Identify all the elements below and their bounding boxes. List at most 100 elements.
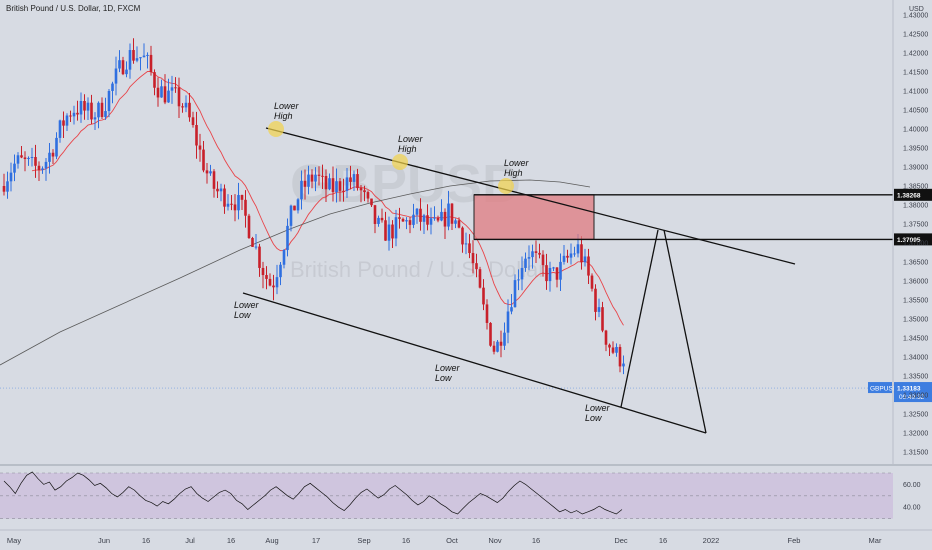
candle-body [72,112,76,117]
candle-body [30,157,34,159]
swing-point-label: Lower [504,158,530,168]
supply-zone-box[interactable] [473,194,595,240]
candle-body [58,120,62,138]
candle-body [594,288,597,312]
candle-body [300,180,303,200]
swing-point-label: Lower [274,101,300,111]
price-tick-label: 1.31500 [903,450,928,457]
candle-body [65,115,69,126]
swing-point-marker [268,121,284,137]
level-price-tag[interactable] [894,188,932,201]
swing-point-label: Low [234,310,251,320]
candle-body [569,253,573,258]
candle-body [517,279,520,281]
candle-body [177,87,181,107]
candle-body [79,100,83,115]
candle-body [226,203,230,207]
time-axis[interactable]: May Jun 16 Jul 16 Aug 17 Sep 16 Oct Nov 16 Dec 16 2022… [0,529,932,545]
upper-channel-line[interactable] [265,127,796,265]
candle-body [258,246,261,268]
candle-body [6,181,9,192]
time-tick-label: Aug [265,536,278,545]
candle-body [611,347,615,353]
lower-channel-line[interactable] [242,292,707,434]
candle-body [587,256,590,276]
time-tick-label: 17 [312,536,320,545]
time-tick-label: Jun [98,536,110,545]
candle-body [198,145,202,150]
last-price-tag[interactable] [894,382,932,403]
level-price-tag[interactable] [894,233,932,246]
rsi-line [3,471,623,515]
candle-body [219,188,223,192]
annotations: LowerHighLowerHighLowerHighLowerLowLower… [234,101,611,423]
candle-body [615,346,618,353]
time-tick-label: 16 [532,536,540,545]
candle-body [503,332,506,346]
candle-body [275,277,279,288]
time-tick-label: 16 [402,536,410,545]
symbol-tag[interactable] [868,382,892,394]
candle-body [356,174,359,189]
candle-body [184,102,188,108]
moving-averages [0,71,624,366]
candle-body [475,263,478,270]
bar-countdown-label: 09:49:32 [899,394,925,401]
price-tick-label: 1.34000 [903,355,928,362]
candle-body [415,208,419,215]
level-price-label: 1.37095 [897,237,921,244]
time-tick-label: 2022 [703,536,720,545]
rsi-panel[interactable]: 60.00 40.00 [0,464,932,519]
candle-body [541,254,545,266]
price-tick-label: 1.34500 [903,336,928,343]
candle-body [324,175,328,190]
candle-body [506,311,510,333]
candle-body [268,278,272,286]
candle-body [303,180,307,187]
swing-point-label: Lower [398,134,424,144]
candle-body [440,211,443,221]
candle-body [377,217,380,224]
swing-point-label: High [274,111,293,121]
projection-up-leg[interactable] [620,229,659,408]
candle-body [429,218,433,225]
candle-body [307,174,310,187]
candle-body [279,264,282,278]
candle-body [590,275,594,289]
candle-body [205,170,209,174]
swing-point-label: Lower [585,403,611,413]
swing-point-label: Lower [234,300,260,310]
candle-body [314,174,317,182]
price-tick-label: 1.42000 [903,51,928,58]
candle-body [562,255,566,262]
swing-point-label: High [504,168,523,178]
price-tick-label: 1.32000 [903,431,928,438]
price-axis[interactable]: 1.43000 1.42500 1.42000 1.41500 1.41000 1.405… [892,0,928,465]
projection-down-leg[interactable] [663,229,707,434]
price-tick-label: 1.40500 [903,108,928,115]
level-price-label: 1.38268 [897,192,921,199]
candle-body [426,215,429,225]
candle-body [524,258,527,268]
candle-body [555,267,559,280]
price-tick-label: 1.39500 [903,146,928,153]
candle-body [195,124,198,146]
candle-body [69,115,72,117]
swing-point-label: High [398,144,417,154]
candle-body [447,203,450,227]
candle-body [359,188,363,191]
candle-body [244,199,247,216]
trend-lines[interactable] [242,127,796,434]
candle-body [366,192,370,199]
candle-body [296,199,300,211]
candle-body [328,178,331,190]
candle-body [90,102,93,120]
candle-body [527,257,531,259]
candle-body [482,287,485,305]
candle-body [240,195,244,200]
ema-short-line [31,71,624,326]
swing-point-marker [498,178,514,194]
